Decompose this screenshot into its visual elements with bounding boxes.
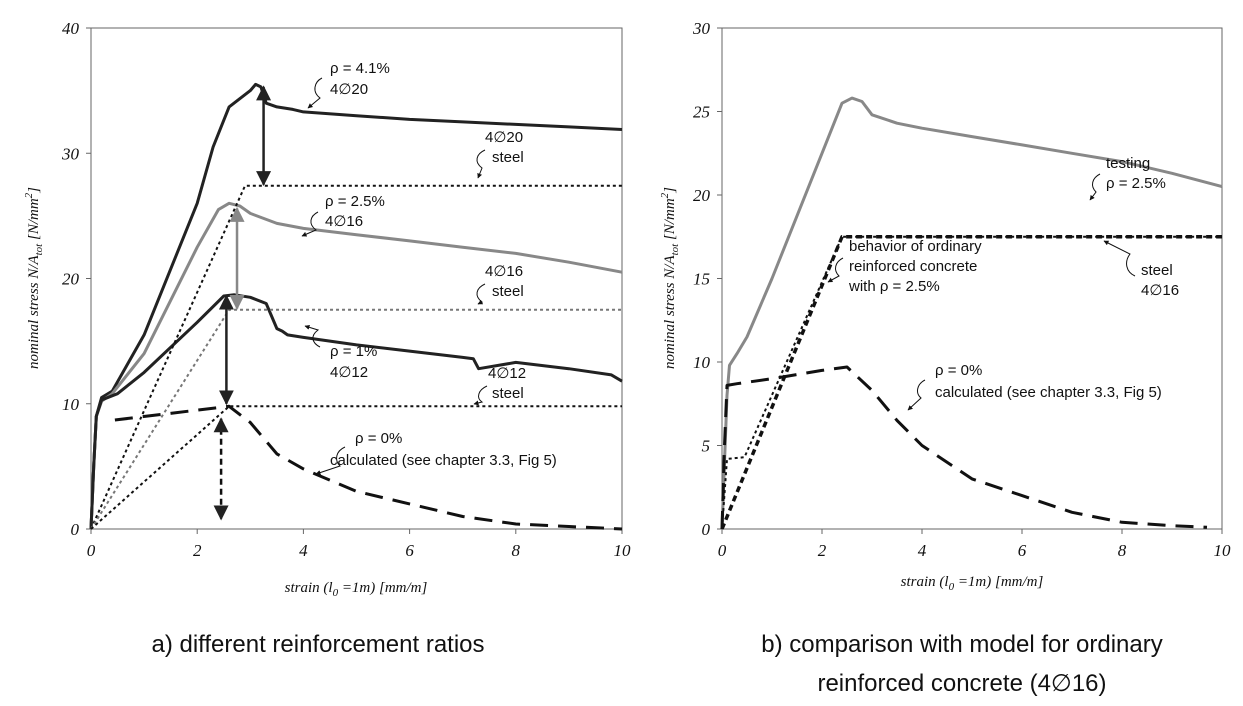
- svg-text:calculated (see chapter 3.3, F: calculated (see chapter 3.3, Fig 5): [935, 384, 1162, 401]
- svg-text:ρ = 2.5%: ρ = 2.5%: [1106, 175, 1166, 192]
- x-tick-label: 0: [87, 541, 96, 560]
- x-tick-label: 4: [918, 541, 927, 560]
- annotation-4d12-steel: 4∅12 steel: [473, 365, 526, 406]
- annotation-steel-4d16: steel 4∅16: [1103, 240, 1179, 299]
- svg-text:steel: steel: [492, 149, 524, 166]
- annotation-rho-1: ρ = 1% 4∅12: [304, 324, 377, 381]
- y-tick-label: 10: [62, 395, 80, 414]
- y-tick-label: 0: [702, 520, 711, 539]
- svg-text:4∅16: 4∅16: [325, 213, 363, 230]
- x-tick-label: 8: [1118, 541, 1127, 560]
- chart-panel-b: 0 2 4 6 8 10 0 5 10 15 20 25 30 strain (l0 =1m) [mm/…: [659, 19, 1231, 697]
- x-tick-label: 4: [299, 541, 308, 560]
- svg-text:ρ = 0%: ρ = 0%: [355, 430, 402, 447]
- annotation-testing: testing ρ = 2.5%: [1089, 155, 1166, 201]
- svg-text:calculated (see chapter 3.3, F: calculated (see chapter 3.3, Fig 5): [330, 452, 557, 469]
- series-line-1: [720, 235, 1222, 530]
- svg-text:steel: steel: [492, 385, 524, 402]
- x-tick-label: 8: [512, 541, 521, 560]
- svg-text:ρ = 4.1%: ρ = 4.1%: [330, 60, 390, 77]
- x-axis-label: strain (l0 =1m) [mm/m]: [285, 580, 428, 599]
- annotation-4d16-steel: 4∅16 steel: [476, 263, 524, 305]
- x-tick-label: 2: [818, 541, 827, 560]
- series-line-3: [720, 365, 1208, 530]
- svg-text:testing: testing: [1106, 155, 1150, 172]
- x-axis-label: strain (l0 =1m) [mm/m]: [901, 574, 1044, 593]
- svg-text:4∅16: 4∅16: [485, 263, 523, 280]
- caption-b-line2: reinforced concrete (4∅16): [817, 670, 1106, 697]
- x-tick-label: 0: [718, 541, 727, 560]
- y-axis-label: nominal stress N/Atot [N/mm2]: [23, 187, 45, 369]
- svg-text:4∅12: 4∅12: [488, 365, 526, 382]
- y-tick-label: 40: [62, 19, 80, 38]
- svg-text:4∅16: 4∅16: [1141, 282, 1179, 299]
- svg-text:steel: steel: [492, 283, 524, 300]
- y-tick-label: 0: [71, 520, 80, 539]
- svg-text:4∅20: 4∅20: [330, 81, 368, 98]
- y-axis-label: nominal stress N/Atot [N/mm2]: [659, 187, 681, 369]
- series-line-2: [89, 293, 623, 530]
- y-tick-label: 5: [702, 437, 711, 456]
- y-tick-label: 15: [693, 270, 710, 289]
- svg-text:4∅20: 4∅20: [485, 129, 523, 146]
- series-line-0: [720, 96, 1223, 530]
- x-tick-label: 6: [1018, 541, 1027, 560]
- annotation-rho-4-1: ρ = 4.1% 4∅20: [307, 60, 390, 109]
- series-line-3: [114, 404, 623, 531]
- svg-text:steel: steel: [1141, 262, 1173, 279]
- y-tick-label: 20: [693, 186, 711, 205]
- svg-text:with ρ = 2.5%: with ρ = 2.5%: [848, 278, 940, 295]
- annotation-rho-2-5: ρ = 2.5% 4∅16: [301, 193, 385, 237]
- svg-text:ρ = 2.5%: ρ = 2.5%: [325, 193, 385, 210]
- y-tick-label: 20: [62, 270, 80, 289]
- caption-a: a) different reinforcement ratios: [151, 631, 484, 658]
- y-tick-label: 30: [61, 144, 80, 163]
- annotation-rho-0: ρ = 0% calculated (see chapter 3.3, Fig …: [315, 430, 557, 475]
- x-tick-label: 10: [1214, 541, 1232, 560]
- y-tick-label: 30: [692, 19, 711, 38]
- annotation-rho-0: ρ = 0% calculated (see chapter 3.3, Fig …: [907, 362, 1162, 411]
- svg-text:ρ = 1%: ρ = 1%: [330, 343, 377, 360]
- caption-b-line1: b) comparison with model for ordinary: [761, 631, 1163, 658]
- y-tick-label: 10: [693, 353, 711, 372]
- y-tick-label: 25: [693, 103, 710, 122]
- series-line-6: [90, 405, 622, 530]
- series-line-2: [721, 235, 1222, 530]
- annotation-4d20-steel: 4∅20 steel: [476, 129, 524, 179]
- x-tick-label: 6: [405, 541, 414, 560]
- svg-text:reinforced concrete: reinforced concrete: [849, 258, 977, 275]
- annotation-ordinary-rc: behavior of ordinary reinforced concrete…: [827, 238, 982, 295]
- svg-text:ρ = 0%: ρ = 0%: [935, 362, 982, 379]
- svg-text:4∅12: 4∅12: [330, 364, 368, 381]
- x-tick-label: 10: [614, 541, 632, 560]
- svg-text:behavior of ordinary: behavior of ordinary: [849, 238, 982, 255]
- x-tick-label: 2: [193, 541, 202, 560]
